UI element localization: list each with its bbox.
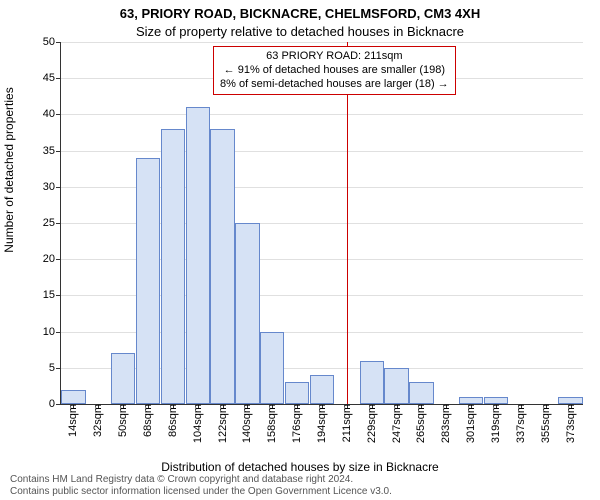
y-gridline bbox=[61, 114, 583, 115]
histogram-bar bbox=[484, 397, 508, 404]
y-tick-label: 35 bbox=[31, 145, 55, 157]
histogram-bar bbox=[409, 382, 433, 404]
y-tick-mark bbox=[56, 42, 61, 43]
y-tick-label: 45 bbox=[31, 72, 55, 84]
x-tick-label: 373sqm bbox=[565, 404, 577, 443]
histogram-plot: 0510152025303540455014sqm32sqm50sqm68sqm… bbox=[60, 42, 583, 405]
x-tick-label: 50sqm bbox=[117, 404, 129, 437]
reference-line bbox=[347, 42, 348, 404]
x-tick-label: 14sqm bbox=[67, 404, 79, 437]
histogram-bar bbox=[111, 353, 135, 404]
y-tick-label: 30 bbox=[31, 181, 55, 193]
annotation-line: 8% of semi-detached houses are larger (1… bbox=[220, 78, 449, 92]
x-tick-label: 32sqm bbox=[92, 404, 104, 437]
y-tick-label: 0 bbox=[31, 398, 55, 410]
page-title: 63, PRIORY ROAD, BICKNACRE, CHELMSFORD, … bbox=[0, 6, 600, 21]
x-tick-label: 283sqm bbox=[440, 404, 452, 443]
x-tick-label: 265sqm bbox=[415, 404, 427, 443]
histogram-bar bbox=[260, 332, 284, 404]
y-axis-label: Number of detached properties bbox=[2, 0, 22, 370]
histogram-bar bbox=[310, 375, 334, 404]
x-tick-label: 194sqm bbox=[316, 404, 328, 443]
histogram-bar bbox=[235, 223, 259, 404]
x-tick-label: 68sqm bbox=[142, 404, 154, 437]
y-tick-mark bbox=[56, 151, 61, 152]
y-tick-label: 10 bbox=[31, 326, 55, 338]
y-tick-mark bbox=[56, 259, 61, 260]
histogram-bar bbox=[61, 390, 85, 404]
histogram-bar bbox=[558, 397, 582, 404]
histogram-bar bbox=[360, 361, 384, 404]
x-tick-label: 158sqm bbox=[266, 404, 278, 443]
histogram-bar bbox=[459, 397, 483, 404]
x-tick-label: 229sqm bbox=[366, 404, 378, 443]
y-tick-label: 50 bbox=[31, 36, 55, 48]
y-tick-label: 40 bbox=[31, 108, 55, 120]
page-subtitle: Size of property relative to detached ho… bbox=[0, 24, 600, 39]
x-axis-label: Distribution of detached houses by size … bbox=[0, 460, 600, 474]
x-tick-label: 301sqm bbox=[465, 404, 477, 443]
x-tick-label: 140sqm bbox=[241, 404, 253, 443]
y-tick-mark bbox=[56, 404, 61, 405]
histogram-bar bbox=[186, 107, 210, 404]
histogram-bar bbox=[285, 382, 309, 404]
histogram-bar bbox=[161, 129, 185, 404]
y-tick-mark bbox=[56, 223, 61, 224]
y-gridline bbox=[61, 42, 583, 43]
y-tick-mark bbox=[56, 78, 61, 79]
x-tick-label: 211sqm bbox=[341, 404, 353, 442]
annotation-line: ← 91% of detached houses are smaller (19… bbox=[220, 64, 449, 78]
annotation-box: 63 PRIORY ROAD: 211sqm← 91% of detached … bbox=[213, 46, 456, 95]
y-tick-mark bbox=[56, 114, 61, 115]
y-tick-label: 20 bbox=[31, 253, 55, 265]
y-tick-mark bbox=[56, 368, 61, 369]
y-tick-mark bbox=[56, 295, 61, 296]
histogram-bar bbox=[384, 368, 408, 404]
x-tick-label: 337sqm bbox=[515, 404, 527, 443]
x-tick-label: 86sqm bbox=[167, 404, 179, 437]
y-tick-mark bbox=[56, 187, 61, 188]
footer-line1: Contains HM Land Registry data © Crown c… bbox=[10, 474, 353, 485]
y-tick-label: 25 bbox=[31, 217, 55, 229]
x-tick-label: 104sqm bbox=[192, 404, 204, 443]
x-tick-label: 247sqm bbox=[391, 404, 403, 443]
x-tick-label: 319sqm bbox=[490, 404, 502, 443]
footer-text: Contains HM Land Registry data © Crown c… bbox=[10, 474, 590, 498]
annotation-line: 63 PRIORY ROAD: 211sqm bbox=[220, 50, 449, 64]
footer-line2: Contains public sector information licen… bbox=[10, 486, 392, 497]
x-tick-label: 176sqm bbox=[291, 404, 303, 443]
y-tick-label: 15 bbox=[31, 289, 55, 301]
y-gridline bbox=[61, 151, 583, 152]
x-tick-label: 122sqm bbox=[217, 404, 229, 443]
histogram-bar bbox=[136, 158, 160, 404]
y-tick-label: 5 bbox=[31, 362, 55, 374]
y-tick-mark bbox=[56, 332, 61, 333]
histogram-bar bbox=[210, 129, 234, 404]
x-tick-label: 355sqm bbox=[540, 404, 552, 443]
